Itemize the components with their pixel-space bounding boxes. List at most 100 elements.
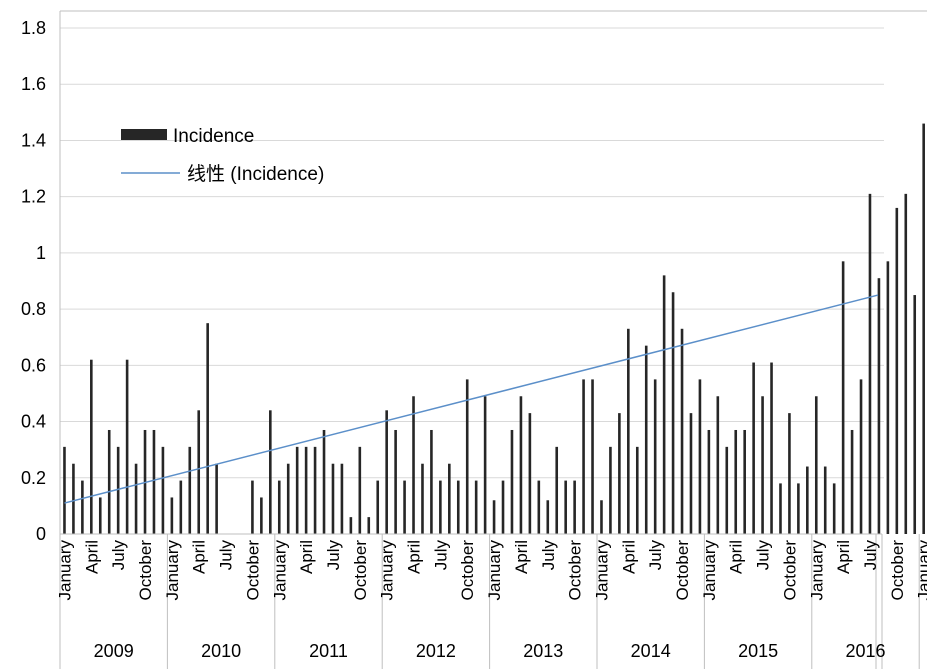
trendline [64, 294, 879, 504]
month-tick-label: July [646, 540, 665, 571]
bar [662, 275, 666, 534]
bar [286, 463, 290, 534]
bar [814, 396, 818, 534]
bar [492, 500, 496, 534]
bar [644, 345, 648, 534]
x-axis: January April July October 2009 January April J… [55, 11, 927, 669]
gridlines [60, 27, 884, 479]
bar [277, 480, 281, 534]
bar [600, 500, 603, 534]
bar [179, 480, 183, 534]
year-label: 2013 [523, 641, 563, 661]
bar [922, 123, 925, 534]
bar [251, 480, 254, 534]
bar [859, 379, 863, 534]
bar [761, 396, 764, 534]
bar [170, 497, 174, 534]
bar [877, 278, 881, 534]
month-tick-label: April [512, 540, 531, 574]
month-tick-label: January [915, 540, 927, 601]
bar [671, 292, 675, 534]
bar [501, 480, 505, 534]
bar [295, 446, 299, 534]
y-tick-label: 1.8 [21, 18, 46, 38]
legend-bar-label: Incidence [173, 126, 254, 147]
bar [394, 429, 397, 534]
bar [528, 413, 532, 534]
y-tick-label: 0.4 [21, 412, 46, 432]
month-tick-label: January [270, 540, 289, 601]
bar [510, 429, 514, 534]
month-tick-label: July [539, 540, 558, 571]
bar [188, 446, 192, 534]
bar [618, 413, 621, 534]
bar [519, 396, 523, 534]
bar [125, 359, 129, 534]
bar [850, 429, 854, 534]
bar [90, 359, 93, 534]
bar [832, 483, 836, 534]
month-tick-label: January [485, 540, 504, 601]
month-tick-label: July [754, 540, 773, 571]
bar [81, 480, 84, 534]
bar [439, 480, 442, 534]
legend-bar-swatch [121, 129, 167, 140]
bar [260, 497, 263, 534]
month-tick-label: July [431, 540, 450, 571]
month-tick-label: January [378, 540, 397, 601]
bar [215, 463, 218, 534]
month-tick-label: April [405, 540, 424, 574]
month-tick-label: October [243, 540, 262, 601]
month-tick-label: July [861, 540, 880, 571]
year-label: 2009 [94, 641, 134, 661]
month-tick-label: October [888, 540, 907, 601]
month-tick-label: January [55, 540, 74, 601]
bar [743, 429, 746, 534]
month-tick-label: January [592, 540, 611, 601]
bar [63, 446, 66, 534]
year-label: 2016 [845, 641, 885, 661]
bar [680, 328, 684, 534]
year-label: 2011 [309, 641, 348, 661]
bar [797, 483, 800, 534]
bar [707, 429, 711, 534]
bar [322, 429, 326, 534]
y-tick-label: 1 [36, 243, 46, 263]
bar [573, 480, 576, 534]
year-label: 2010 [201, 641, 241, 661]
bar [904, 193, 908, 535]
month-tick-label: January [163, 540, 182, 601]
bar [430, 429, 433, 534]
bar [555, 446, 559, 534]
month-tick-label: April [834, 540, 853, 574]
bar [895, 207, 899, 534]
bar [206, 323, 209, 534]
bar [107, 429, 111, 534]
bar [161, 446, 165, 534]
bar [349, 517, 353, 534]
bar [134, 463, 138, 534]
bar [403, 480, 406, 534]
bar [340, 463, 344, 534]
y-tick-label: 0.2 [21, 468, 46, 488]
bar [72, 463, 75, 534]
bar [752, 362, 755, 534]
bar [564, 480, 567, 534]
bar [806, 466, 809, 534]
month-tick-label: July [324, 540, 343, 571]
bar [698, 379, 702, 534]
month-tick-label: April [297, 540, 316, 574]
bar [635, 446, 639, 534]
bar [152, 429, 156, 534]
bar [779, 483, 782, 534]
bar [269, 410, 272, 534]
month-tick-label: October [673, 540, 692, 601]
bar [725, 446, 729, 534]
legend: Incidence 线性 (Incidence) [121, 126, 324, 185]
bar [627, 328, 630, 534]
bar [412, 396, 415, 534]
year-label: 2012 [416, 641, 456, 661]
bar [465, 379, 469, 534]
